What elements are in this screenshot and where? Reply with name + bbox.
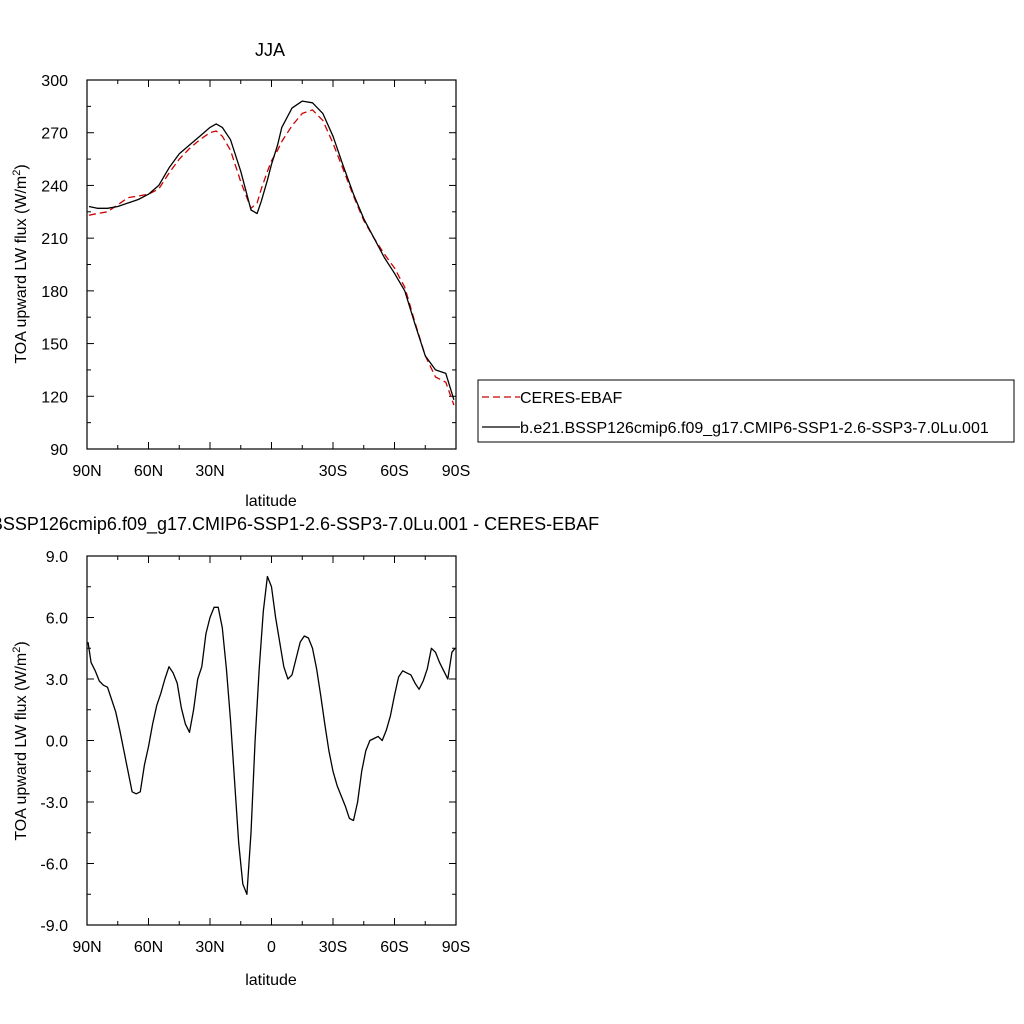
legend-box (477, 379, 1015, 443)
bottom-plot-frame (86, 555, 457, 926)
top-axes-ticks: 90N 60N 30N 30S 60S 90S 90 120 150 180 210 240 270 30… (41, 73, 470, 480)
bottom-series-group (87, 575, 456, 895)
bottom-x-tick-label: 60S (380, 939, 408, 956)
top-x-axis-label: latitude (245, 493, 297, 510)
top-y-axis-label: TOA upward LW flux (W/m2) (11, 164, 30, 363)
bottom-y-tick-label: -9.0 (40, 918, 68, 935)
top-x-tick-label: 60S (380, 463, 408, 480)
top-series-line-1 (88, 100, 455, 400)
bottom-y-axis-label: TOA upward LW flux (W/m2) (11, 641, 30, 840)
top-y-tick-label: 90 (50, 442, 68, 459)
bottom-title: b.e21.BSSP126cmip6.f09_g17.CMIP6-SSP1-2.… (0, 514, 599, 535)
top-y-tick-label: 210 (41, 231, 68, 248)
top-y-tick-label: 240 (41, 178, 68, 195)
bottom-series-line-0 (87, 575, 456, 895)
bottom-x-tick-label: 30N (195, 939, 224, 956)
legend: CERES-EBAF b.e21.BSSP126cmip6.f09_g17.CM… (477, 379, 1015, 443)
bottom-x-tick-label: 30S (319, 939, 347, 956)
bottom-x-tick-label: 90S (442, 939, 470, 956)
bottom-x-tick-label: 60N (134, 939, 163, 956)
bottom-x-axis-label: latitude (245, 972, 297, 989)
bottom-y-tick-label: 0.0 (46, 734, 68, 751)
top-y-tick-label: 150 (41, 337, 68, 354)
top-x-tick-label: 30N (195, 463, 224, 480)
top-title: JJA (255, 40, 285, 60)
top-x-tick-label: 30S (319, 463, 347, 480)
bottom-y-tick-label: -6.0 (40, 857, 68, 874)
top-y-tick-label: 120 (41, 389, 68, 406)
bottom-y-tick-label: 6.0 (46, 611, 68, 628)
bottom-y-tick-label: 9.0 (46, 549, 68, 566)
top-y-tick-label: 180 (41, 284, 68, 301)
top-panel: JJA 90N 60N 30N 30S 60S 90S 90 120 150 180 210 240 2… (11, 40, 470, 510)
top-y-tick-label: 300 (41, 73, 68, 90)
bottom-y-tick-label: -3.0 (40, 795, 68, 812)
top-y-tick-label: 270 (41, 126, 68, 143)
top-x-tick-label: 90S (442, 463, 470, 480)
bottom-panel: b.e21.BSSP126cmip6.f09_g17.CMIP6-SSP1-2.… (0, 514, 599, 989)
bottom-y-tick-label: 3.0 (46, 672, 68, 689)
top-x-tick-label: 90N (72, 463, 101, 480)
top-plot-frame (86, 79, 457, 450)
top-x-tick-label: 60N (134, 463, 163, 480)
legend-label-ceres: CERES-EBAF (520, 390, 622, 407)
bottom-x-tick-label: 0 (267, 939, 276, 956)
legend-label-model: b.e21.BSSP126cmip6.f09_g17.CMIP6-SSP1-2.… (520, 420, 989, 437)
bottom-axes-ticks: 90N 60N 30N 0 30S 60S 90S -9.0 -6.0 -3.0 0.0 3.0 6.0… (40, 549, 470, 956)
bottom-x-tick-label: 90N (72, 939, 101, 956)
top-series-line-0 (88, 109, 455, 406)
top-series-group (88, 100, 455, 406)
